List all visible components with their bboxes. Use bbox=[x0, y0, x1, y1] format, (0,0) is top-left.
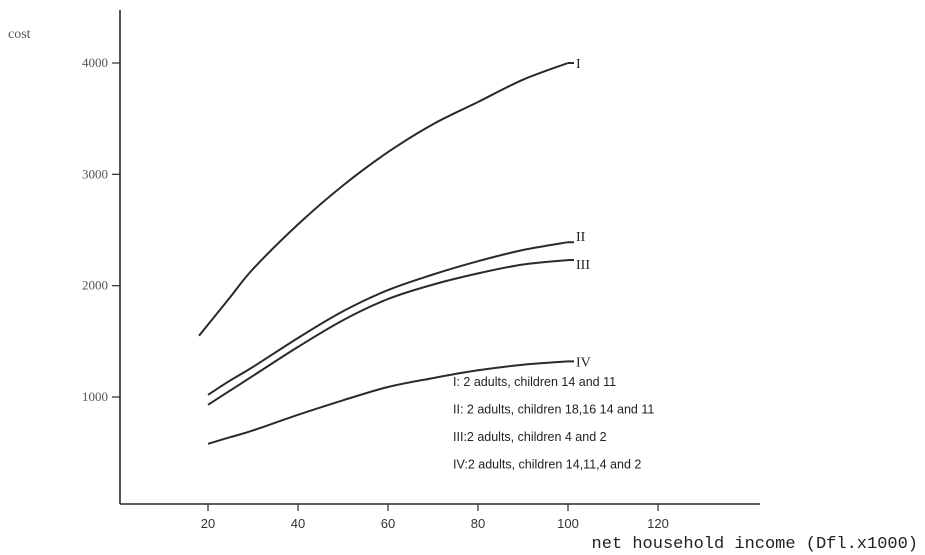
y-tick-label: 2000 bbox=[82, 278, 108, 293]
series-line-iv bbox=[207, 360, 569, 445]
y-tick-label: 4000 bbox=[82, 55, 108, 70]
series-label-iv: IV bbox=[576, 355, 591, 370]
x-tick-label: 80 bbox=[471, 516, 485, 531]
series-line-ii bbox=[207, 241, 569, 396]
legend-entry: II: 2 adults, children 18,16 14 and 11 bbox=[453, 403, 654, 417]
legend-entry: III:2 adults, children 4 and 2 bbox=[453, 430, 607, 444]
series-label-iii: III bbox=[576, 258, 590, 273]
legend: I: 2 adults, children 14 and 11 II: 2 adu… bbox=[453, 375, 654, 472]
x-tick-label: 20 bbox=[201, 516, 215, 531]
x-tick-label: 60 bbox=[381, 516, 395, 531]
y-tick-label: 3000 bbox=[82, 166, 108, 181]
series-label-ii: II bbox=[576, 230, 586, 245]
series-lines bbox=[198, 62, 574, 445]
series-line-i bbox=[198, 62, 569, 337]
x-tick-label: 100 bbox=[557, 516, 579, 531]
series-line-iii bbox=[207, 259, 569, 406]
x-tick-label: 40 bbox=[291, 516, 305, 531]
y-tick-label: 1000 bbox=[82, 389, 108, 404]
legend-entry: IV:2 adults, children 14,11,4 and 2 bbox=[453, 458, 641, 472]
axes: 1000 2000 3000 4000 20 40 60 80 100 120 bbox=[82, 10, 760, 531]
x-tick-label: 120 bbox=[647, 516, 669, 531]
series-label-i: I bbox=[576, 57, 581, 72]
x-axis-label: net household income (Dfl.x1000) bbox=[592, 535, 918, 554]
y-axis-label: cost bbox=[8, 27, 31, 42]
legend-entry: I: 2 adults, children 14 and 11 bbox=[453, 375, 616, 389]
